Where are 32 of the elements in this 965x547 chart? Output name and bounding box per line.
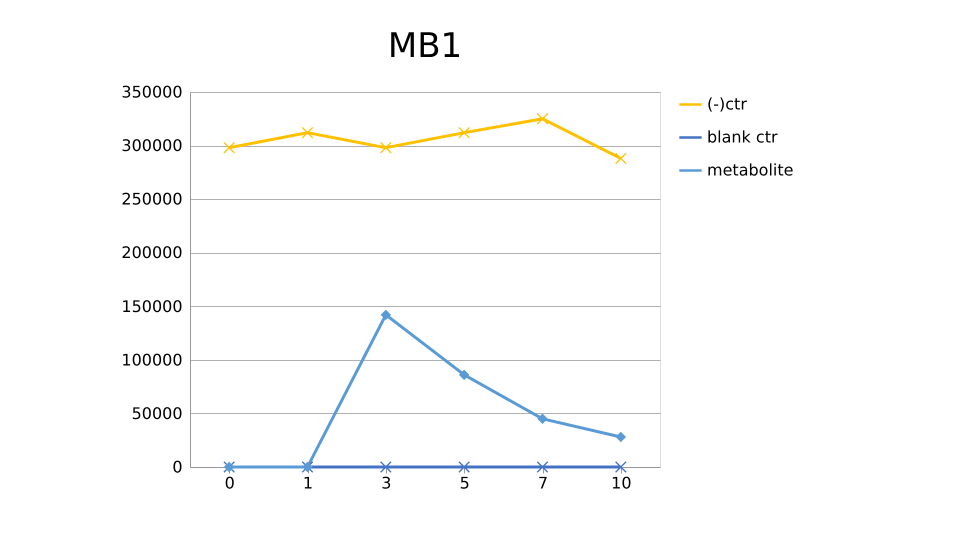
- chart-title: MB1: [388, 26, 462, 66]
- point: [458, 370, 470, 380]
- y-tick-label: 300000: [121, 136, 182, 156]
- y-tick-label: 100000: [121, 350, 182, 370]
- legend-label: metabolite: [707, 160, 794, 180]
- point: [536, 112, 548, 125]
- y-tick-label: 250000: [121, 190, 182, 209]
- legend-label: (-)ctr: [707, 94, 748, 114]
- legend-label: blank ctr: [707, 128, 778, 146]
- x-tick-label: 7: [538, 474, 548, 492]
- point: [458, 126, 470, 139]
- point: [614, 152, 627, 164]
- point: [458, 461, 470, 473]
- point: [614, 461, 627, 473]
- x-tick-label: 1: [302, 474, 314, 492]
- x-tick-label: 3: [381, 474, 392, 492]
- point: [616, 432, 626, 442]
- y-tick-label: 0: [172, 458, 182, 476]
- point: [380, 310, 392, 320]
- y-tick-label: 350000: [121, 82, 182, 102]
- y-tick-label: 50000: [132, 404, 182, 423]
- point: [302, 126, 314, 139]
- x-tick-label: 0: [224, 474, 235, 492]
- y-tick-label: 200000: [121, 243, 182, 262]
- y-tick-label: 150000: [121, 296, 182, 316]
- point: [537, 414, 548, 424]
- point: [380, 142, 392, 154]
- x-tick-label: 10: [611, 474, 632, 492]
- point: [536, 461, 548, 473]
- point: [223, 142, 236, 154]
- x-tick-label: 5: [460, 474, 470, 492]
- point: [380, 461, 392, 473]
